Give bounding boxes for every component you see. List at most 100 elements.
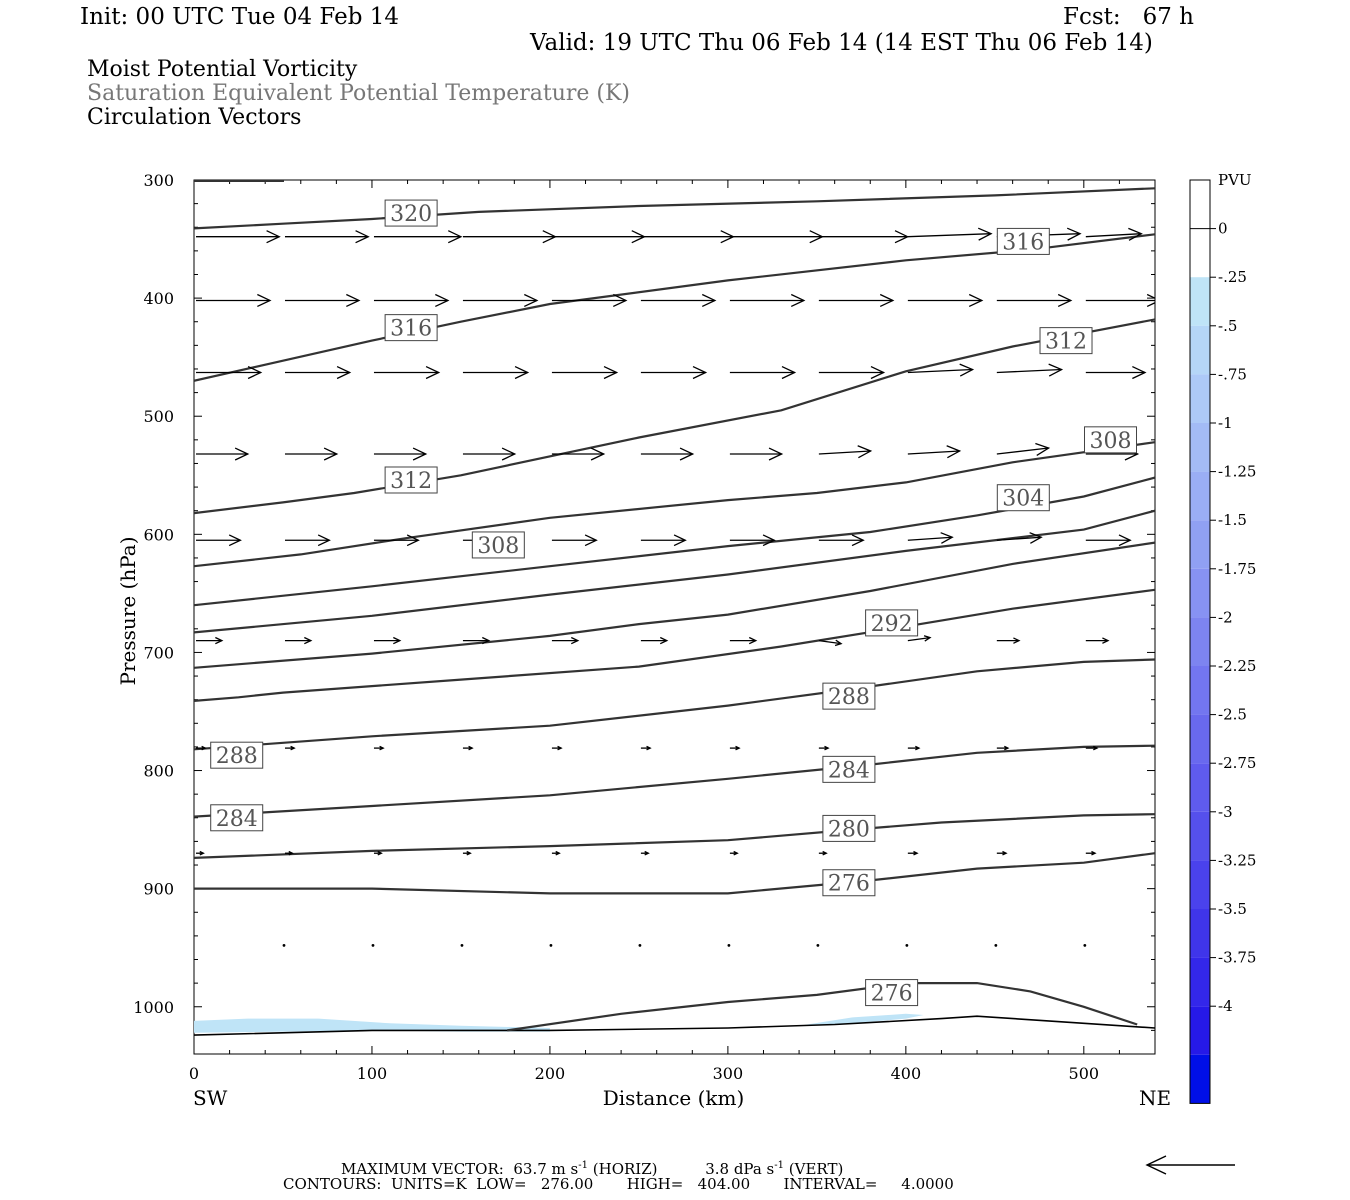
colorbar-swatch bbox=[1190, 1006, 1210, 1055]
colorbar-swatch bbox=[1190, 277, 1210, 326]
contour-label: 316 bbox=[390, 317, 432, 342]
vector-head bbox=[790, 293, 806, 308]
colorbar-swatch bbox=[1190, 374, 1210, 423]
contour-label: 284 bbox=[216, 807, 258, 832]
vector-dot bbox=[905, 943, 909, 947]
vector-dot bbox=[816, 943, 820, 947]
colorbar-label: -1.75 bbox=[1218, 560, 1256, 578]
vector-dot bbox=[1172, 944, 1175, 947]
vector-head bbox=[735, 745, 741, 751]
circulation-vector bbox=[907, 233, 992, 238]
colorbar-label: -3 bbox=[1218, 803, 1233, 821]
colorbar-label: 0 bbox=[1218, 220, 1228, 238]
vector-head bbox=[555, 850, 561, 856]
contour-label: 312 bbox=[390, 469, 432, 494]
vector-head bbox=[514, 365, 530, 380]
x-tick-label: 300 bbox=[713, 1064, 744, 1083]
y-tick-label: 300 bbox=[143, 171, 174, 190]
colorbar-swatch bbox=[1190, 811, 1210, 861]
contour-label-box bbox=[384, 314, 438, 342]
colorbar-label: -1.25 bbox=[1218, 463, 1256, 481]
vector-head bbox=[346, 293, 361, 308]
vector-head bbox=[228, 534, 242, 547]
contour-label: 276 bbox=[828, 872, 870, 897]
circulation-vector bbox=[907, 450, 960, 455]
max-vector-vert-exp: -1 bbox=[774, 1160, 785, 1171]
vector-head bbox=[603, 365, 619, 380]
vector-head bbox=[1091, 850, 1097, 856]
theta-contour bbox=[194, 318, 1155, 515]
contour-label: 288 bbox=[828, 685, 870, 710]
vector-head bbox=[733, 850, 739, 856]
vector-head bbox=[425, 365, 441, 380]
theta-contour bbox=[194, 509, 1155, 634]
vector-head bbox=[570, 636, 580, 645]
contour-label-box bbox=[210, 741, 264, 769]
colorbar-swatch bbox=[1190, 325, 1210, 375]
vector-head bbox=[701, 293, 717, 308]
y-tick-label: 400 bbox=[143, 289, 174, 308]
colorbar-swatch bbox=[1190, 568, 1210, 618]
colorbar-frame bbox=[1189, 179, 1211, 1104]
theta-contour bbox=[194, 233, 1155, 382]
vector-head bbox=[406, 534, 420, 547]
max-vector-horiz-unit: (HORIZ) bbox=[592, 1160, 658, 1178]
plot-frame bbox=[193, 179, 1156, 1055]
y-axis-label: Pressure (hPa) bbox=[116, 537, 140, 686]
theta-contour bbox=[194, 813, 1155, 859]
vector-dot bbox=[994, 943, 998, 947]
vector-head bbox=[692, 365, 708, 380]
forecast-hour: Fcst: 67 h bbox=[1063, 4, 1194, 30]
vector-head bbox=[447, 230, 463, 244]
colorbar-label: -3.75 bbox=[1218, 949, 1256, 967]
colorbar-units: PVU bbox=[1218, 171, 1252, 189]
colorbar-swatch bbox=[1190, 471, 1210, 521]
vector-head bbox=[317, 534, 331, 547]
contour-label: 292 bbox=[871, 612, 913, 637]
colorbar-swatch bbox=[1190, 860, 1210, 909]
circulation-vector bbox=[996, 536, 1042, 541]
vector-head bbox=[247, 365, 263, 380]
vector-head bbox=[1013, 637, 1021, 644]
vector-head bbox=[215, 636, 224, 645]
colorbar-swatch bbox=[1190, 423, 1210, 472]
colorbar-label: -1.5 bbox=[1218, 511, 1247, 529]
vector-head bbox=[644, 850, 650, 856]
ground-line bbox=[194, 1015, 1155, 1036]
vector-head bbox=[781, 365, 797, 380]
max-vector-horiz: 63.7 m s bbox=[513, 1160, 579, 1178]
y-tick-label: 800 bbox=[143, 762, 174, 781]
init-time: Init: 00 UTC Tue 04 Feb 14 bbox=[80, 4, 400, 30]
vector-head bbox=[1128, 227, 1143, 241]
circulation-vector bbox=[907, 636, 931, 642]
colorbar-label: -4 bbox=[1218, 997, 1233, 1015]
colorbar-swatch bbox=[1190, 617, 1210, 666]
contour-label: 284 bbox=[828, 758, 870, 783]
vector-head bbox=[379, 745, 385, 751]
vector-head bbox=[377, 850, 383, 856]
colorbar-label: -.5 bbox=[1218, 317, 1237, 335]
valid-time: Valid: 19 UTC Thu 06 Feb 14 (14 EST Thu … bbox=[530, 30, 1153, 56]
vector-head bbox=[1035, 442, 1051, 456]
y-tick-label: 500 bbox=[143, 407, 174, 426]
field-title-theta-es: Saturation Equivalent Potential Temperat… bbox=[87, 81, 630, 106]
vector-dot bbox=[727, 943, 731, 947]
x-tick-label: 500 bbox=[1069, 1064, 1100, 1083]
colorbar-swatch bbox=[1190, 909, 1210, 958]
contour-label-box bbox=[822, 755, 876, 783]
field-title-mpv: Moist Potential Vorticity bbox=[87, 57, 358, 82]
vector-head bbox=[393, 636, 402, 645]
vector-head bbox=[336, 365, 352, 380]
theta-contour bbox=[194, 187, 1155, 230]
colorbar-swatch bbox=[1190, 180, 1210, 229]
max-vector-horiz-exp: -1 bbox=[578, 1160, 588, 1171]
vector-head bbox=[851, 534, 865, 547]
contour-label: 316 bbox=[1002, 230, 1044, 255]
x-tick-label: 200 bbox=[535, 1064, 566, 1083]
contours-info: CONTOURS: UNITS=K LOW= 276.00 HIGH= 404.… bbox=[283, 1175, 954, 1193]
vector-head bbox=[266, 230, 281, 244]
colorbar-swatch bbox=[1190, 666, 1210, 715]
vector-dot bbox=[1083, 943, 1087, 947]
vector-head bbox=[412, 447, 428, 461]
circulation-vector bbox=[907, 368, 973, 374]
